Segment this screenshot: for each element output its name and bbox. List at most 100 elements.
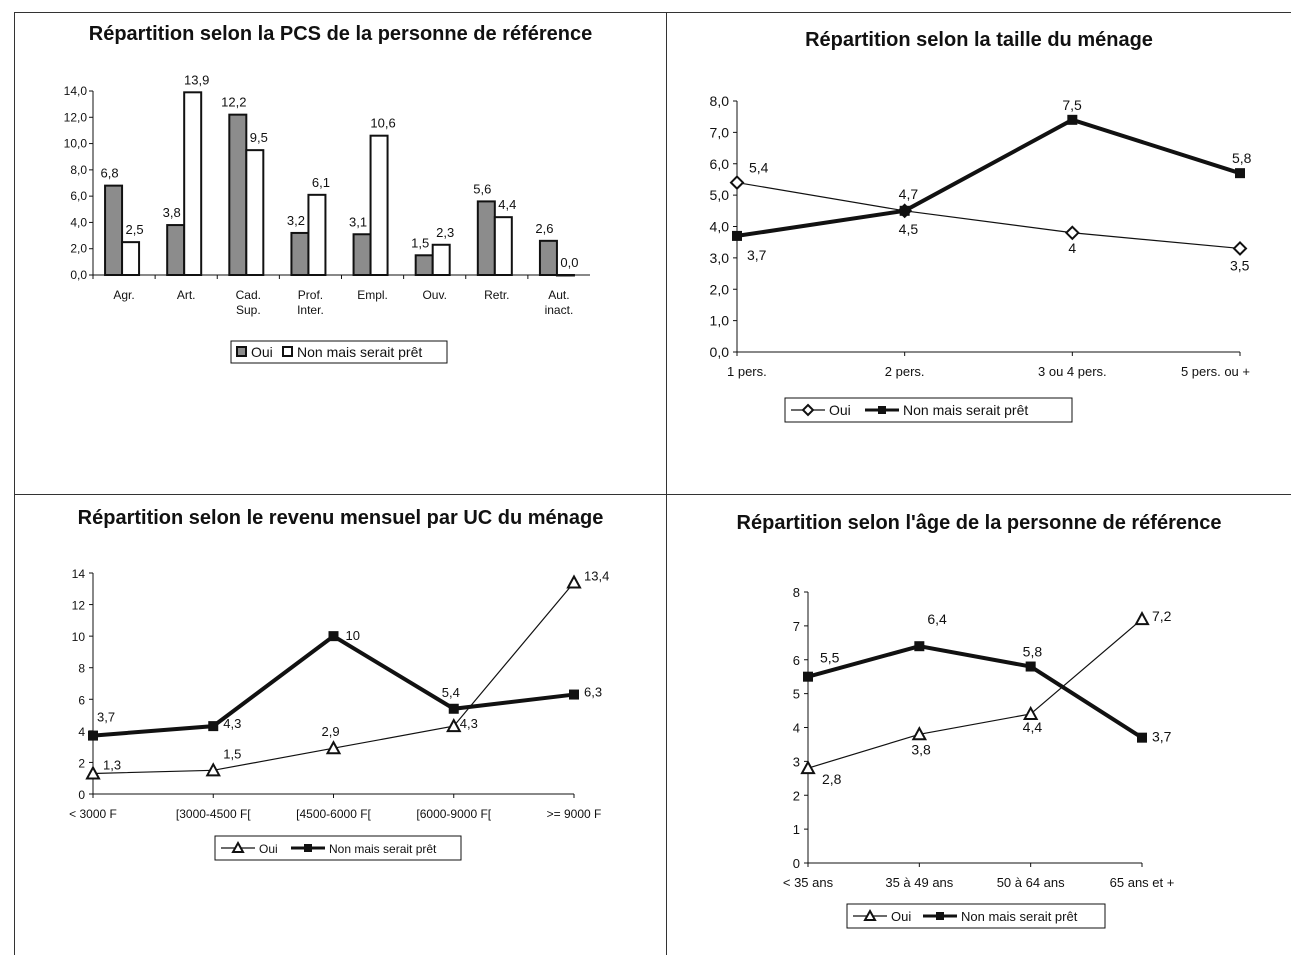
x-tick-label: < 3000 F	[69, 807, 117, 821]
x-tick-label: 65 ans et +	[1110, 875, 1175, 890]
y-tick-label: 3,0	[710, 250, 730, 266]
bar-non	[245, 149, 265, 276]
marker-non	[1025, 661, 1036, 672]
marker-non	[569, 689, 579, 700]
bar-oui	[352, 233, 372, 276]
marker-non	[732, 230, 742, 241]
data-label: 0,0	[560, 255, 578, 270]
bar-non	[307, 193, 327, 276]
data-label: 5,8	[1023, 644, 1043, 660]
x-tick-label: < 35 ans	[783, 875, 834, 890]
legend-label-oui: Oui	[251, 344, 273, 360]
y-tick-label: 0	[78, 788, 85, 802]
y-tick-label: 8	[78, 662, 85, 676]
y-tick-label: 4,0	[710, 219, 730, 235]
bar-non	[369, 134, 389, 276]
bar-oui	[228, 113, 248, 276]
bar-oui	[414, 254, 434, 277]
data-label: 3,1	[349, 214, 367, 229]
data-label: 5,6	[473, 181, 491, 196]
marker-oui	[1064, 225, 1080, 241]
series-line-oui	[736, 181, 1241, 250]
bar-oui	[166, 224, 186, 276]
x-tick-label: >= 9000 F	[547, 807, 602, 821]
y-tick-label: 6,0	[710, 156, 730, 172]
legend-label-non: Non mais serait prêt	[297, 344, 422, 360]
y-tick-label: 0,0	[70, 268, 87, 282]
y-tick-label: 10	[72, 630, 86, 644]
chart-panel-income: Répartition selon le revenu mensuel par …	[15, 496, 666, 955]
x-tick-label: 2 pers.	[885, 364, 925, 379]
y-tick-label: 6	[793, 653, 800, 668]
y-tick-label: 1,0	[710, 313, 730, 329]
y-tick-label: 10,0	[64, 137, 88, 151]
y-tick-label: 7,0	[710, 124, 730, 140]
x-tick-label: Sup.	[236, 303, 261, 317]
x-tick-label: Retr.	[484, 288, 509, 302]
x-tick-label: inact.	[545, 303, 574, 317]
legend-marker-non	[878, 406, 886, 414]
frame-top-border	[14, 12, 1291, 13]
x-tick-label: [6000-9000 F[	[416, 807, 491, 821]
x-tick-label: 3 ou 4 pers.	[1038, 364, 1107, 379]
x-tick-label: Inter.	[297, 303, 324, 317]
bar-non	[555, 274, 575, 277]
bar-non	[431, 243, 451, 276]
x-tick-label: Art.	[177, 288, 196, 302]
legend-marker-oui	[231, 840, 245, 853]
y-tick-label: 5	[793, 687, 800, 702]
data-label: 13,9	[184, 72, 209, 87]
bar-oui	[476, 200, 496, 276]
marker-oui	[729, 175, 745, 190]
chart-panel-age: Répartition selon l'âge de la personne d…	[667, 496, 1291, 955]
frame-left-border	[14, 12, 15, 955]
legend-label-oui: Oui	[891, 909, 911, 924]
legend-box	[784, 397, 1073, 423]
data-label: 9,5	[250, 130, 268, 145]
marker-oui	[1232, 241, 1248, 256]
y-tick-label: 12	[72, 599, 86, 613]
y-tick-label: 5,0	[710, 187, 730, 203]
figure-grid	[14, 12, 1291, 955]
y-tick-label: 4	[793, 721, 800, 736]
data-label: 10,6	[370, 116, 395, 131]
y-tick-label: 0,0	[710, 344, 730, 360]
legend-marker-oui	[863, 908, 877, 921]
legend-label-non: Non mais serait prêt	[903, 402, 1028, 418]
x-tick-label: Cad.	[236, 288, 261, 302]
chart-panel-pcs: Répartition selon la PCS de la personne …	[15, 13, 666, 495]
y-tick-label: 1	[793, 822, 800, 837]
x-tick-label: 50 à 64 ans	[997, 875, 1065, 890]
frame-row-divider	[14, 494, 1291, 495]
y-tick-label: 2,0	[710, 281, 730, 297]
marker-oui	[205, 762, 221, 777]
x-tick-label: 35 à 49 ans	[885, 875, 953, 890]
data-label: 7,2	[1152, 608, 1172, 624]
line-chart-income: 0 2 4 6 8 10 12 14 < 3000 F [3000-4500 F[[4500-60…	[69, 567, 609, 861]
y-tick-label: 4,0	[70, 215, 87, 229]
data-label: 4,7	[899, 186, 919, 202]
legend-label-oui: Oui	[259, 842, 278, 856]
marker-non	[328, 631, 339, 642]
marker-non	[88, 730, 98, 741]
y-tick-label: 3	[793, 754, 800, 769]
y-tick-label: 8,0	[70, 163, 87, 177]
x-tick-label: Aut.	[548, 288, 569, 302]
data-label: 10	[346, 628, 360, 643]
marker-oui	[446, 718, 462, 733]
data-label: 6,8	[101, 166, 119, 181]
marker-oui	[85, 765, 101, 780]
y-tick-label: 7	[793, 619, 800, 634]
marker-oui	[1022, 705, 1039, 720]
data-label: 4,3	[460, 716, 478, 731]
x-tick-label: 5 pers. ou +	[1181, 364, 1250, 379]
marker-oui	[1134, 611, 1150, 626]
data-label: 6,4	[927, 611, 947, 627]
y-tick-label: 0	[793, 856, 800, 871]
data-label: 2,5	[126, 222, 144, 237]
data-label: 4	[1068, 240, 1076, 256]
data-label: 12,2	[221, 95, 246, 110]
legend-marker-oui	[801, 403, 815, 417]
legend-box	[214, 835, 462, 861]
y-tick-label: 4	[78, 725, 85, 739]
